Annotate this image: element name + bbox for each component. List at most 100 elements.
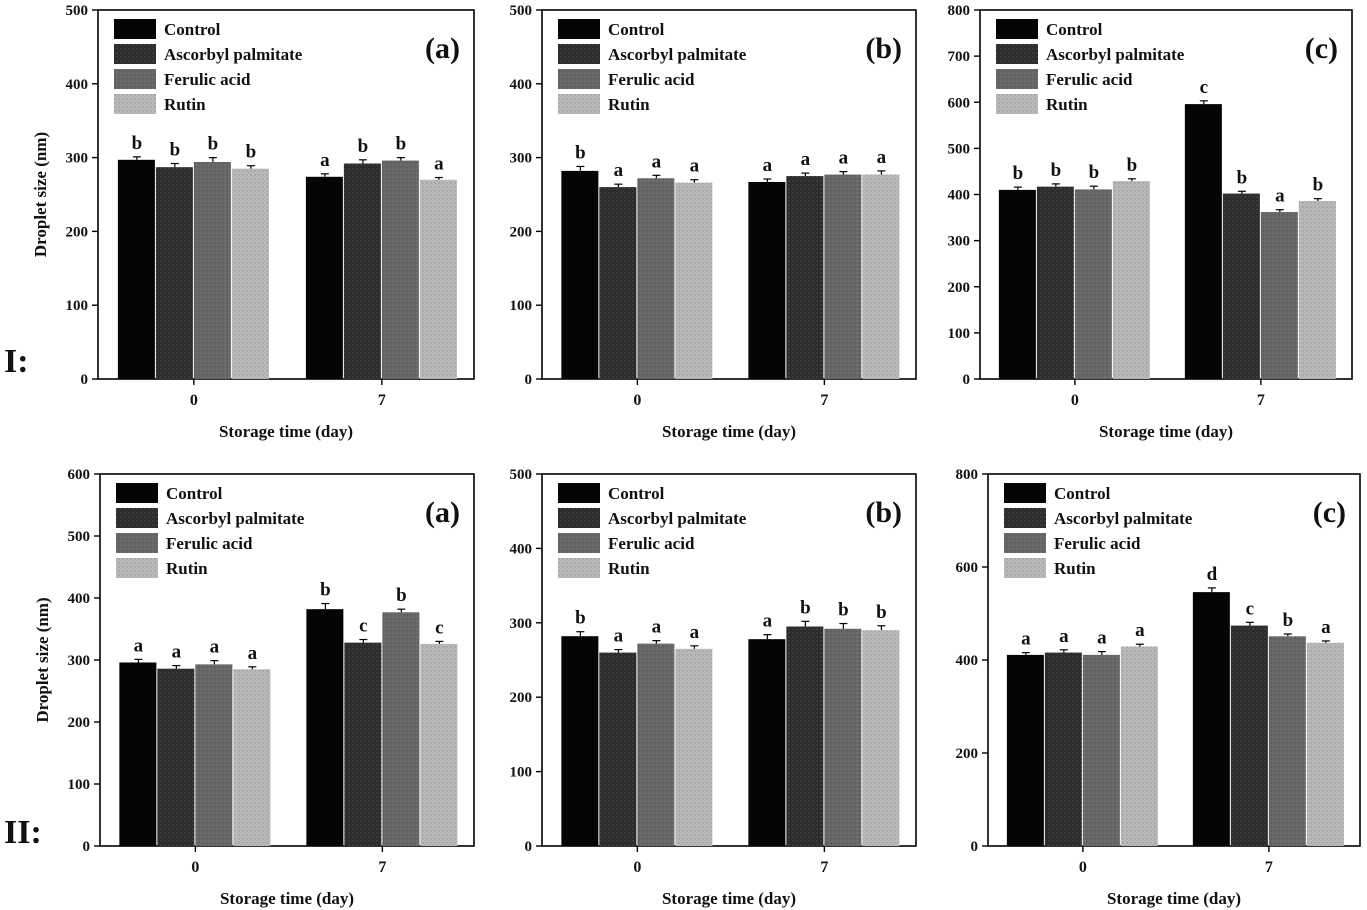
significance-letter: a	[614, 160, 624, 181]
legend-label: Control	[608, 484, 665, 503]
bar-texture	[1230, 625, 1268, 846]
panel-label: (b)	[865, 496, 902, 529]
legend-swatch-texture	[558, 533, 600, 553]
bar-texture	[231, 168, 269, 379]
y-tick-label: 400	[68, 591, 91, 607]
plot-frame	[541, 9, 917, 380]
significance-letter: b	[1237, 167, 1248, 188]
legend-swatch-texture	[558, 94, 600, 114]
legend-swatch-texture	[116, 558, 158, 578]
x-axis-title: Storage time (day)	[1099, 422, 1233, 441]
significance-letter: a	[652, 617, 662, 638]
legend-swatch-texture	[1004, 558, 1046, 578]
significance-letter: b	[1313, 175, 1324, 196]
bar-texture	[157, 668, 195, 846]
legend-label: Rutin	[1046, 95, 1088, 114]
y-tick-label: 500	[510, 467, 533, 483]
bar-texture	[824, 174, 862, 379]
significance-letter: a	[434, 154, 444, 175]
panel-label: (a)	[425, 32, 460, 65]
bar-texture	[420, 643, 458, 846]
x-tick-label: 0	[190, 392, 198, 409]
legend-swatch-texture	[114, 44, 156, 64]
y-tick-label: 0	[963, 372, 971, 388]
legend-label: Ferulic acid	[166, 534, 253, 553]
legend-swatch	[1004, 483, 1046, 503]
bar-texture	[193, 162, 231, 379]
x-tick-label: 0	[1079, 859, 1087, 876]
y-tick-label: 200	[66, 224, 89, 240]
panel-label: (a)	[425, 496, 460, 529]
significance-letter: b	[876, 602, 887, 623]
bar-texture	[1082, 654, 1120, 846]
y-tick-label: 200	[510, 690, 533, 706]
legend-label: Ferulic acid	[608, 70, 695, 89]
significance-letter: b	[396, 134, 407, 155]
bar	[117, 159, 155, 379]
chart-panel-4: 0 100 200 300 400 500 600 0 a a a a 7 b c b c Control Asco…	[33, 467, 475, 908]
significance-letter: d	[1207, 564, 1218, 585]
y-tick-label: 500	[510, 3, 533, 19]
significance-letter: a	[1097, 628, 1107, 649]
x-tick-label: 7	[820, 392, 828, 409]
legend-label: Ascorbyl palmitate	[608, 45, 747, 64]
significance-letter: a	[210, 637, 220, 658]
legend-swatch-texture	[116, 533, 158, 553]
bar-texture	[599, 187, 637, 379]
y-tick-label: 200	[68, 715, 91, 731]
panel-label: (c)	[1313, 496, 1346, 529]
y-tick-label: 400	[66, 77, 89, 93]
significance-letter: a	[763, 155, 773, 176]
significance-letter: a	[1275, 186, 1285, 207]
legend-swatch-texture	[558, 558, 600, 578]
legend-label: Control	[166, 484, 223, 503]
x-tick-label: 0	[191, 859, 199, 876]
y-tick-label: 300	[510, 151, 533, 167]
x-axis-title: Storage time (day)	[220, 889, 354, 908]
y-tick-label: 100	[68, 777, 91, 793]
bar-texture	[824, 628, 862, 846]
significance-letter: c	[1246, 598, 1254, 619]
bar-texture	[233, 669, 271, 846]
legend-label: Rutin	[608, 559, 650, 578]
legend-label: Ascorbyl palmitate	[1046, 45, 1185, 64]
bar-texture	[343, 163, 381, 379]
significance-letter: b	[838, 600, 849, 621]
y-tick-label: 600	[948, 95, 971, 111]
significance-letter: b	[575, 608, 586, 629]
bar-texture	[675, 182, 713, 379]
plot-frame	[541, 473, 917, 847]
legend-swatch-texture	[1004, 533, 1046, 553]
y-tick-label: 500	[68, 529, 91, 545]
y-tick-label: 100	[510, 765, 533, 781]
significance-letter: b	[246, 142, 257, 163]
significance-letter: b	[800, 597, 811, 618]
legend-swatch	[114, 19, 156, 39]
legend-label: Ferulic acid	[1054, 534, 1141, 553]
significance-letter: b	[1013, 163, 1024, 184]
legend-label: Ascorbyl palmitate	[166, 509, 305, 528]
legend-label: Ferulic acid	[608, 534, 695, 553]
bar-texture	[786, 176, 824, 379]
x-tick-label: 7	[378, 859, 386, 876]
bar-texture	[1306, 642, 1344, 846]
y-tick-label: 200	[956, 746, 979, 762]
legend-swatch-texture	[996, 69, 1038, 89]
bar-texture	[599, 652, 637, 846]
significance-letter: a	[877, 147, 887, 168]
y-tick-label: 0	[971, 839, 979, 855]
legend-swatch	[558, 483, 600, 503]
bar-texture	[1074, 189, 1112, 379]
legend-swatch-texture	[1004, 508, 1046, 528]
panels: 0 100 200 300 400 500 0 b b b b 7 a b b a Control Ascorby…	[31, 3, 1361, 908]
legend-label: Rutin	[164, 95, 206, 114]
bar	[1192, 592, 1230, 846]
y-tick-label: 200	[510, 224, 533, 240]
legend-label: Rutin	[166, 559, 208, 578]
legend-swatch-texture	[116, 508, 158, 528]
y-tick-label: 100	[510, 298, 533, 314]
x-tick-label: 7	[378, 392, 386, 409]
bar-texture	[637, 643, 675, 846]
y-tick-label: 600	[956, 560, 979, 576]
y-tick-label: 100	[66, 298, 89, 314]
